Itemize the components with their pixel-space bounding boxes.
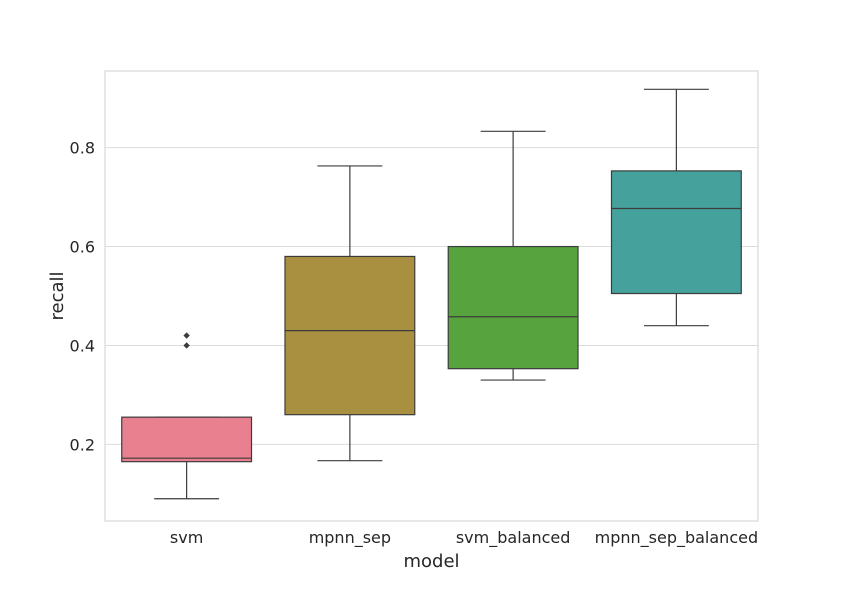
- box-group-mpnn-sep-balanced: [610, 88, 742, 327]
- outlier-point: [183, 342, 190, 349]
- box-group-svm-balanced: [447, 130, 579, 381]
- boxes: [121, 88, 742, 500]
- x-tick-label: mpnn_sep: [309, 528, 391, 548]
- y-tick-label: 0.6: [70, 238, 95, 257]
- y-axis-label: recall: [47, 271, 68, 320]
- box-group-mpnn-sep: [284, 165, 416, 462]
- y-tick-label: 0.8: [70, 139, 95, 158]
- y-tick-label: 0.2: [70, 435, 95, 454]
- x-axis-label: model: [403, 551, 459, 572]
- x-tick-label: svm: [170, 528, 203, 547]
- iqr-box: [284, 255, 416, 416]
- y-tick-label: 0.4: [70, 336, 95, 355]
- x-tick-label: svm_balanced: [456, 528, 571, 548]
- y-tick-labels: 0.2 0.4 0.6 0.8: [70, 139, 95, 455]
- outlier-point: [183, 332, 190, 339]
- iqr-box: [121, 416, 253, 463]
- iqr-box: [447, 245, 579, 370]
- box-group-svm: [121, 332, 253, 500]
- iqr-box: [610, 170, 742, 295]
- x-tick-label: mpnn_sep_balanced: [595, 528, 759, 548]
- x-tick-labels: svm mpnn_sep svm_balanced mpnn_sep_balanced: [170, 528, 758, 548]
